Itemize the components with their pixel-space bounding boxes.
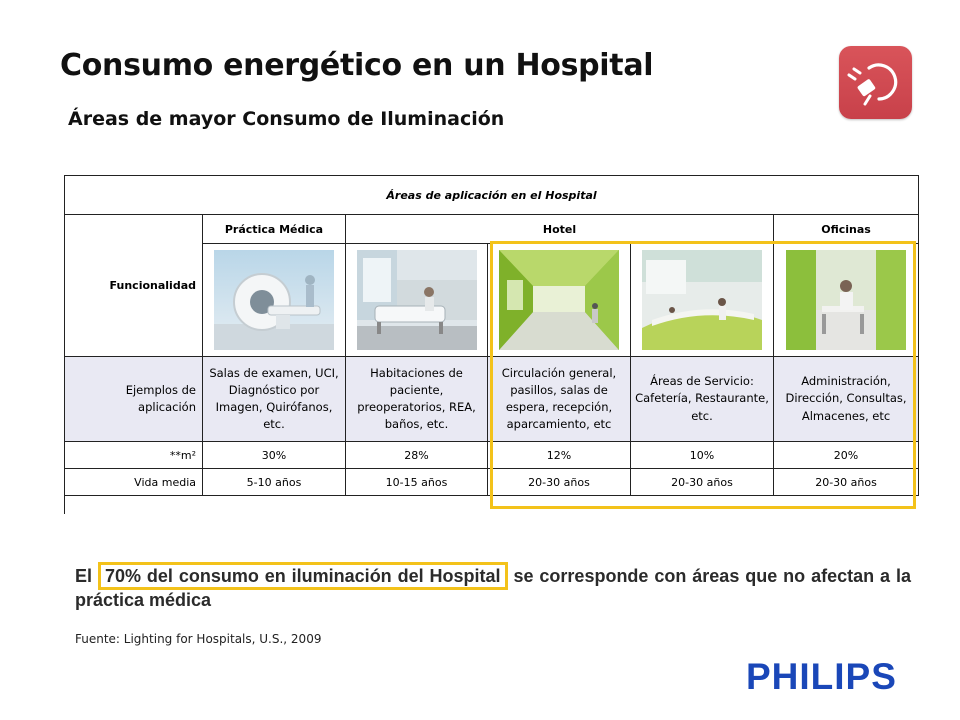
vida-cell: 10-15 años — [345, 468, 488, 496]
slide-title: Consumo energético en un Hospital — [60, 48, 654, 83]
statement-prefix: El — [75, 566, 93, 586]
ejemplos-cell: Salas de examen, UCI, Diagnóstico por Im… — [202, 356, 346, 442]
source-note: Fuente: Lighting for Hospitals, U.S., 20… — [75, 632, 322, 646]
philips-logo: PHILIPS — [746, 656, 897, 697]
category-oficinas: Oficinas — [772, 214, 920, 244]
photo-cell — [487, 243, 631, 357]
m2-cell: 20% — [772, 441, 920, 469]
non-medical-highlight-box — [490, 241, 916, 509]
ct-scanner-photo — [214, 250, 334, 350]
row-label-vida: Vida media — [64, 468, 203, 496]
photo-cell — [345, 243, 488, 357]
row-label-funcionalidad: Funcionalidad — [64, 214, 203, 357]
office-photo — [786, 250, 907, 350]
ejemplos-cell: Circulación general, pasillos, salas de … — [487, 356, 631, 442]
slide-subtitle: Áreas de mayor Consumo de Iluminación — [68, 108, 505, 130]
vida-cell: 20-30 años — [772, 468, 920, 496]
statement-suffix: se corresponde con áreas que no afectan … — [75, 566, 911, 610]
row-label-m2: **m² — [64, 441, 203, 469]
statement-highlight: 70% del consumo en iluminación del Hospi… — [97, 562, 508, 590]
cafeteria-photo — [642, 250, 762, 350]
m2-cell: 10% — [630, 441, 774, 469]
photo-cell — [630, 243, 774, 357]
corridor-photo — [499, 250, 619, 350]
key-statement: El 70% del consumo en iluminación del Ho… — [75, 562, 911, 612]
ejemplos-cell: Administración, Dirección, Consultas, Al… — [772, 356, 920, 442]
category-hotel: Hotel — [345, 214, 774, 244]
table-header: Áreas de aplicación en el Hospital — [63, 175, 920, 215]
vida-cell: 20-30 años — [487, 468, 631, 496]
ejemplos-cell: Áreas de Servicio: Cafetería, Restaurant… — [630, 356, 774, 442]
vida-cell: 5-10 años — [202, 468, 346, 496]
m2-cell: 28% — [345, 441, 488, 469]
ejemplos-cell: Habitaciones de paciente, preoperatorios… — [345, 356, 488, 442]
areas-table: Áreas de aplicación en el Hospital Funci… — [63, 175, 920, 514]
category-practica-medica: Práctica Médica — [202, 214, 346, 244]
plug-icon — [839, 46, 912, 119]
photo-cell — [772, 243, 920, 357]
table-footer-spacer — [64, 495, 203, 514]
m2-cell: 12% — [487, 441, 631, 469]
patient-room-photo — [356, 250, 477, 350]
m2-cell: 30% — [202, 441, 346, 469]
vida-cell: 20-30 años — [630, 468, 774, 496]
photo-cell — [202, 243, 346, 357]
row-label-ejemplos: Ejemplos de aplicación — [64, 356, 203, 442]
